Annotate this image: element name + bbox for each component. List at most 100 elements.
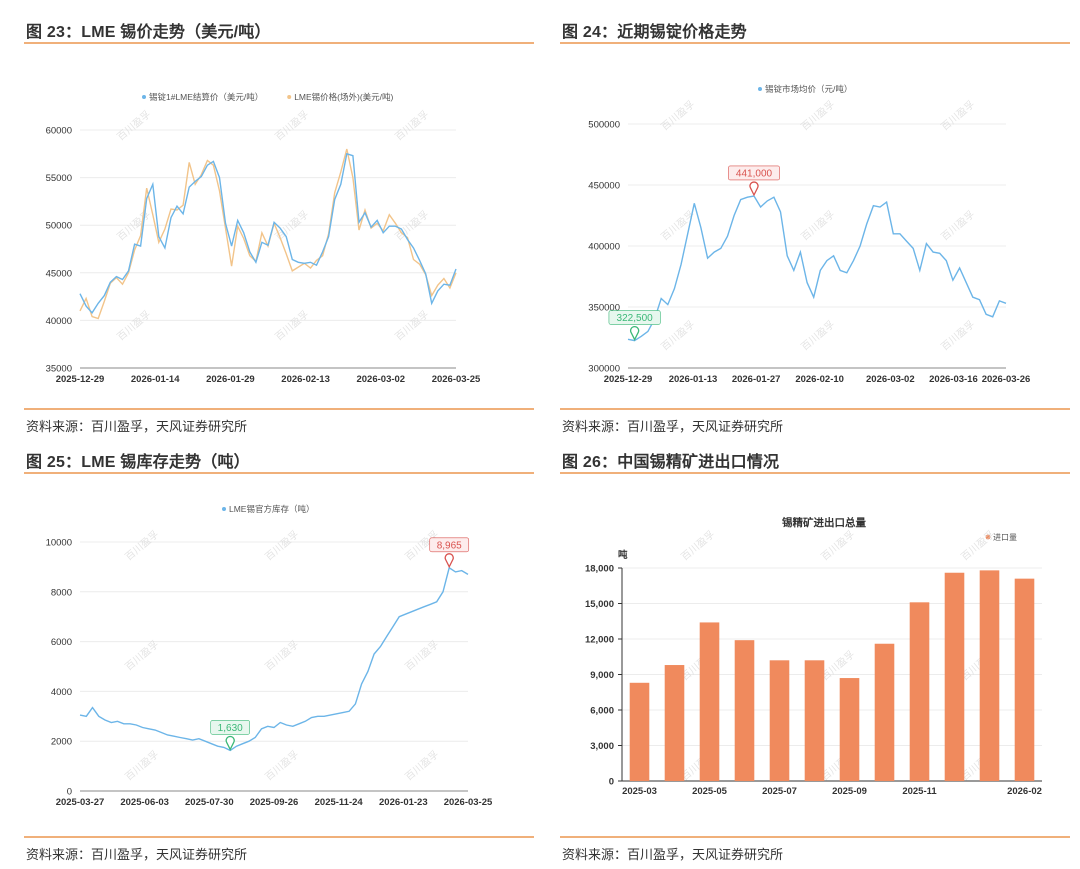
max-annotation-box [728, 165, 781, 181]
watermark-text: 百川盈孚 [123, 748, 161, 783]
watermark-text: 百川盈孚 [819, 528, 857, 563]
x-tick-label: 2026-01-23 [379, 797, 428, 808]
watermark-text: 百川盈孚 [123, 638, 161, 673]
watermark-text: 百川盈孚 [393, 208, 431, 243]
min-annotation-icon [630, 325, 640, 342]
bar [1014, 578, 1035, 781]
x-tick-label: 2025-03-27 [56, 797, 105, 808]
source-note: 资料来源：百川盈孚，天风证券研究所 [24, 408, 534, 434]
watermark-text: 百川盈孚 [799, 98, 837, 133]
x-tick-label: 2025-06-03 [120, 797, 169, 808]
x-tick-label: 2025-12-29 [56, 374, 105, 385]
watermark-text: 百川盈孚 [959, 528, 997, 563]
watermark-text: 百川盈孚 [403, 638, 441, 673]
x-tick-label: 2025-03 [622, 786, 657, 797]
y-tick-label: 350000 [588, 303, 620, 314]
watermark-text: 百川盈孚 [393, 308, 431, 343]
y-tick-label: 45000 [46, 268, 72, 279]
max-annotation-label: 8,965 [437, 540, 462, 551]
y-tick-label: 3,000 [590, 741, 614, 752]
watermark-text: 百川盈孚 [403, 748, 441, 783]
panel-title: 图 23：LME 锡价走势（美元/吨） [24, 18, 534, 44]
y-axis-unit: 吨 [618, 549, 628, 561]
panel-title: 图 26：中国锡精矿进出口情况 [560, 448, 1070, 474]
y-tick-label: 12,000 [585, 635, 614, 646]
y-tick-label: 40000 [46, 316, 72, 327]
series-line-primary [627, 195, 1007, 342]
y-tick-label: 6000 [51, 637, 72, 648]
x-tick-label: 2025-07-30 [185, 797, 234, 808]
bar [874, 643, 895, 781]
x-tick-label: 2026-01-27 [732, 374, 781, 385]
watermark-text: 百川盈孚 [115, 108, 153, 143]
watermark-text: 百川盈孚 [263, 528, 301, 563]
watermark-text: 百川盈孚 [939, 98, 977, 133]
watermark-text: 百川盈孚 [263, 638, 301, 673]
watermark-text: 百川盈孚 [799, 318, 837, 353]
bar [769, 660, 790, 781]
watermark-text: 百川盈孚 [273, 308, 311, 343]
legend-label: 锡锭市场均价（元/吨） [765, 84, 852, 94]
x-tick-label: 2026-03-25 [444, 797, 493, 808]
series-line-primary [79, 566, 469, 752]
x-tick-label: 2025-09-26 [250, 797, 299, 808]
y-tick-label: 35000 [46, 364, 72, 375]
watermark-text: 百川盈孚 [819, 648, 857, 683]
y-tick-label: 6,000 [590, 706, 614, 717]
x-tick-label: 2025-11 [902, 786, 937, 797]
max-annotation-icon [444, 553, 454, 569]
bar [629, 682, 650, 781]
y-tick-label: 500000 [588, 120, 620, 131]
bar [699, 622, 720, 781]
y-tick-label: 18,000 [585, 564, 614, 575]
source-note: 资料来源：百川盈孚，天风证券研究所 [24, 836, 534, 862]
watermark-text: 百川盈孚 [115, 308, 153, 343]
watermark-text: 百川盈孚 [115, 208, 153, 243]
bar [804, 660, 825, 781]
x-tick-label: 2026-01-29 [206, 374, 255, 385]
x-tick-label: 2026-02-13 [281, 374, 330, 385]
x-tick-label: 2025-05 [692, 786, 728, 797]
legend-label: 锡锭1#LME结算价（美元/吨） [149, 92, 263, 102]
x-tick-label: 2025-12-29 [604, 374, 653, 385]
y-tick-label: 0 [609, 777, 614, 788]
y-tick-label: 60000 [46, 126, 72, 137]
x-tick-label: 2026-02 [1007, 786, 1042, 797]
watermark-text: 百川盈孚 [659, 98, 697, 133]
min-annotation-box [210, 720, 250, 735]
max-annotation-label: 441,000 [736, 168, 773, 179]
panel-title: 图 25：LME 锡库存走势（吨） [24, 448, 534, 474]
x-tick-label: 2025-07 [762, 786, 797, 797]
max-annotation-icon [749, 181, 759, 197]
x-tick-label: 2026-01-14 [131, 374, 180, 385]
series-line-primary [79, 152, 457, 314]
legend-marker [287, 95, 292, 99]
watermark-text: 百川盈孚 [273, 108, 311, 143]
series-line-secondary [79, 148, 457, 320]
max-annotation-box [429, 537, 470, 553]
watermark-text: 百川盈孚 [939, 318, 977, 353]
legend-label: LME锡价格(场外)(美元/吨) [294, 92, 393, 102]
legend-label: LME锡官方库存（吨） [229, 504, 314, 514]
x-tick-label: 2026-03-16 [929, 374, 978, 385]
watermark-text: 百川盈孚 [273, 208, 311, 243]
legend-label: 进口量 [993, 533, 1017, 542]
watermark-text: 百川盈孚 [939, 208, 977, 243]
chart-title: 锡精矿进出口总量 [782, 516, 866, 529]
y-tick-label: 55000 [46, 173, 72, 184]
bar [734, 640, 755, 781]
min-annotation-box [608, 310, 661, 325]
min-annotation-icon [225, 735, 235, 751]
x-tick-label: 2026-03-25 [432, 374, 481, 385]
x-tick-label: 2026-03-02 [356, 374, 405, 385]
y-tick-label: 50000 [46, 221, 72, 232]
y-tick-label: 2000 [51, 737, 72, 748]
source-note: 资料来源：百川盈孚，天风证券研究所 [560, 836, 1070, 862]
panel-title: 图 24：近期锡锭价格走势 [560, 18, 1070, 44]
watermark-text: 百川盈孚 [799, 208, 837, 243]
bar [944, 572, 965, 781]
x-tick-label: 2025-09 [832, 786, 867, 797]
lme-tin-price-chart: 35000 40000 45000 50000 55000 60000 2025-12-29… [46, 92, 481, 385]
bar [909, 602, 930, 781]
